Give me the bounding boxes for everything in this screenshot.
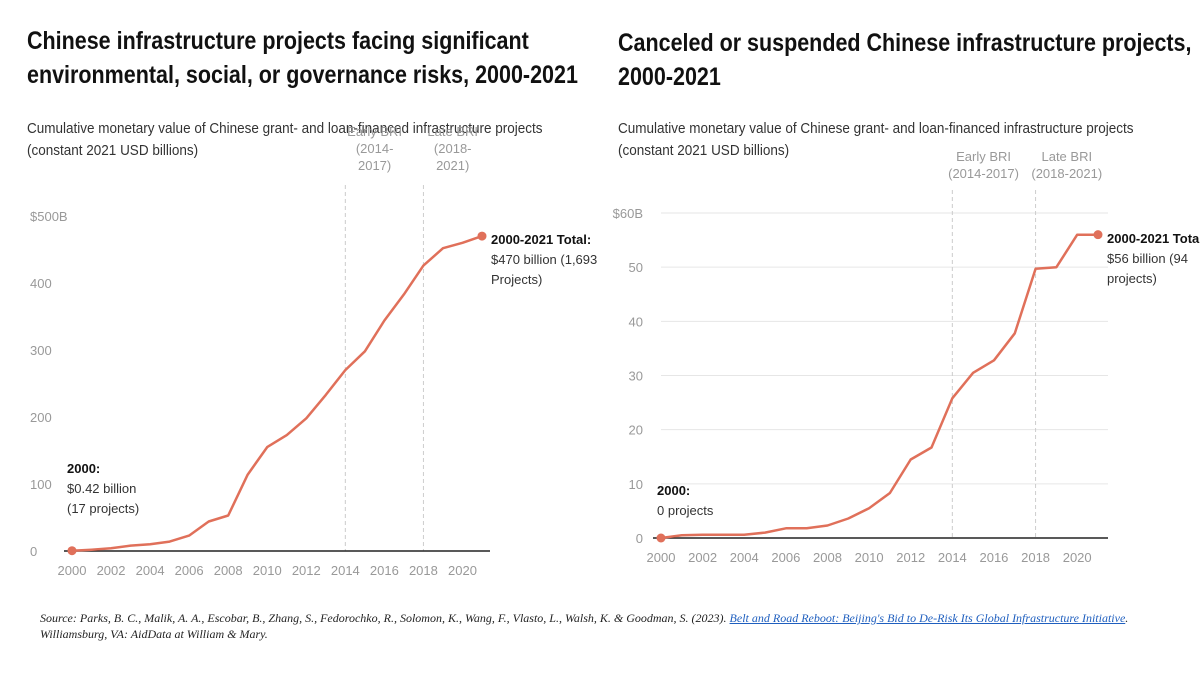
x-tick-label: 2010 (855, 550, 884, 565)
era-label: Late BRI (2018- 2021) (427, 124, 478, 173)
chart-subtitle: Cumulative monetary value of Chinese gra… (618, 118, 1158, 162)
chart-subtitle-line: (constant 2021 USD billions) (27, 142, 199, 159)
x-tick-label: 2020 (1063, 550, 1092, 565)
annotation-line: Projects) (491, 272, 542, 287)
right-chart-panel: Canceled or suspended Chinese infrastruc… (600, 0, 1200, 600)
end-point-marker (1093, 230, 1103, 240)
data-series-line (71, 234, 483, 552)
y-tick-label: 0 (636, 531, 643, 546)
x-tick-label: 2002 (97, 563, 126, 578)
annotation-heading: 2000-2021 Total: (1107, 231, 1200, 246)
x-tick-label: 2016 (979, 550, 1008, 565)
chart-subtitle-line: (constant 2021 USD billions) (618, 142, 790, 159)
y-tick-label: 100 (30, 477, 52, 492)
annotation-line: projects) (1107, 271, 1157, 286)
x-tick-label: 2006 (175, 563, 204, 578)
annotation-line: $470 billion (1,693 (491, 252, 597, 267)
x-tick-label: 2008 (214, 563, 243, 578)
y-tick-label: $60B (613, 206, 643, 221)
era-label-line: (2014- (356, 141, 394, 156)
data-series-line (660, 233, 1098, 540)
start-annotation: 2000: $0.42 billion (17 projects) (67, 461, 139, 516)
x-tick-label: 2020 (448, 563, 477, 578)
x-tick-label: 2000 (647, 550, 676, 565)
annotation-line: 0 projects (657, 503, 714, 518)
source-link[interactable]: Belt and Road Reboot: Beijing's Bid to D… (729, 611, 1126, 625)
era-label-line: (2018- (434, 141, 472, 156)
era-label: Early BRI (2014-2017) (948, 149, 1019, 181)
chart-subtitle-line: Cumulative monetary value of Chinese gra… (27, 120, 543, 137)
x-tick-label: 2012 (292, 563, 321, 578)
start-point-marker (656, 533, 666, 543)
y-tick-label: 40 (629, 314, 643, 329)
era-label-line: (2018-2021) (1031, 166, 1102, 181)
source-citation: Source: Parks, B. C., Malik, A. A., Esco… (40, 610, 1170, 642)
x-tick-label: 2014 (331, 563, 360, 578)
start-annotation: 2000: 0 projects (657, 483, 714, 518)
x-tick-label: 2012 (896, 550, 925, 565)
x-tick-label: 2002 (688, 550, 717, 565)
x-tick-label: 2018 (409, 563, 438, 578)
end-point-marker (477, 231, 487, 241)
y-tick-label: 0 (30, 544, 37, 559)
era-label-line: 2017) (358, 158, 391, 173)
y-tick-label: 30 (629, 369, 643, 384)
era-label-line: Early BRI (347, 124, 402, 139)
chart-title-line: Chinese infrastructure projects facing s… (27, 27, 529, 55)
source-text: Source: Parks, B. C., Malik, A. A., Esco… (40, 611, 730, 625)
y-tick-label: $500B (30, 209, 68, 224)
x-tick-label: 2004 (136, 563, 165, 578)
chart-subtitle: Cumulative monetary value of Chinese gra… (27, 118, 567, 162)
chart-title-line: environmental, social, or governance ris… (27, 61, 578, 89)
x-tick-label: 2010 (253, 563, 282, 578)
chart-title-line: Canceled or suspended Chinese infrastruc… (618, 29, 1192, 57)
x-tick-label: 2018 (1021, 550, 1050, 565)
era-label-line: 2021) (436, 158, 469, 173)
y-tick-label: 20 (629, 423, 643, 438)
annotation-line: $0.42 billion (67, 481, 136, 496)
chart-subtitle-line: Cumulative monetary value of Chinese gra… (618, 120, 1134, 137)
annotation-line: $56 billion (94 (1107, 251, 1188, 266)
x-tick-label: 2004 (730, 550, 759, 565)
era-label-line: (2014-2017) (948, 166, 1019, 181)
x-tick-label: 2000 (58, 563, 87, 578)
y-tick-label: 200 (30, 410, 52, 425)
era-label-line: Early BRI (956, 149, 1011, 164)
era-label: Late BRI (2018-2021) (1031, 149, 1102, 181)
chart-title: Canceled or suspended Chinese infrastruc… (618, 26, 1192, 94)
source-suffix: . Williamsburg, VA: AidData at William &… (40, 611, 1129, 641)
chart-title-line: 2000-2021 (618, 63, 721, 91)
annotation-heading: 2000: (67, 461, 100, 476)
era-label-line: Late BRI (1041, 149, 1092, 164)
y-tick-label: 50 (629, 260, 643, 275)
end-annotation: 2000-2021 Total: $470 billion (1,693 Proje… (491, 232, 597, 287)
annotation-heading: 2000: (657, 483, 690, 498)
era-label: Early BRI (2014- 2017) (347, 124, 402, 173)
annotation-line: (17 projects) (67, 501, 139, 516)
x-tick-label: 2006 (771, 550, 800, 565)
x-tick-label: 2008 (813, 550, 842, 565)
annotation-heading: 2000-2021 Total: (491, 232, 591, 247)
chart-title: Chinese infrastructure projects facing s… (27, 24, 578, 92)
left-chart-panel: Chinese infrastructure projects facing s… (0, 0, 600, 600)
esg-risk-line-chart: $500B 400 300 200 100 0 Early BRI (2014- 2017) La… (30, 124, 597, 578)
y-tick-label: 400 (30, 276, 52, 291)
end-annotation: 2000-2021 Total: $56 billion (94 projects) (1107, 231, 1200, 286)
y-tick-label: 10 (629, 477, 643, 492)
x-tick-label: 2016 (370, 563, 399, 578)
start-point-marker (67, 546, 77, 556)
y-tick-label: 300 (30, 343, 52, 358)
x-tick-label: 2014 (938, 550, 967, 565)
era-label-line: Late BRI (427, 124, 478, 139)
